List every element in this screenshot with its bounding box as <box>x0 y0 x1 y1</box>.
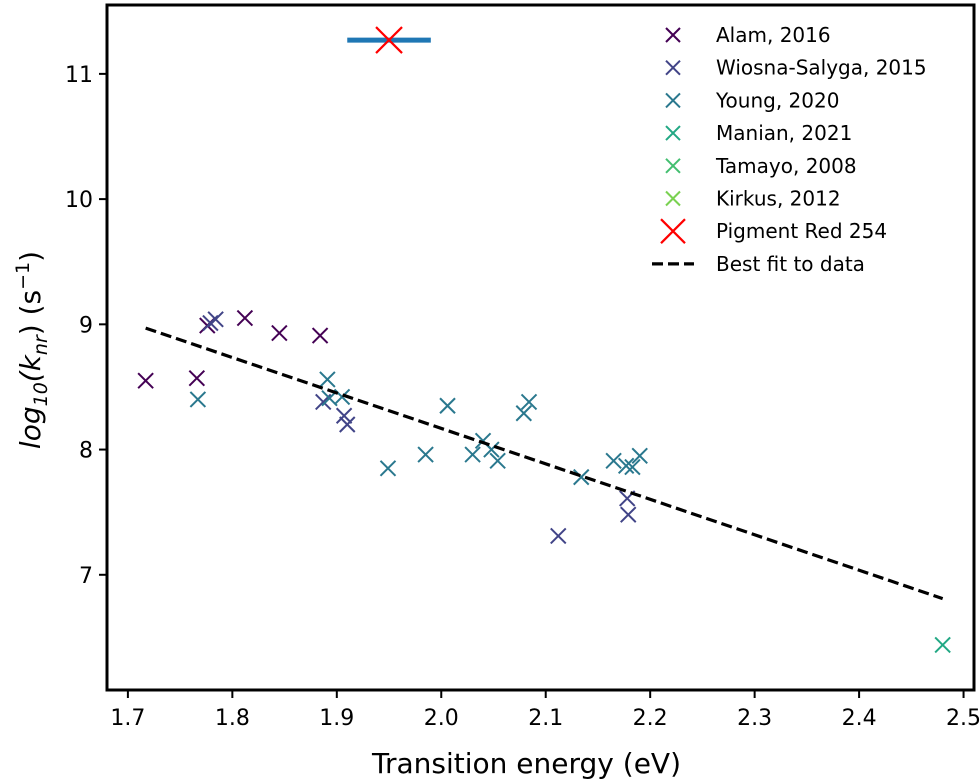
legend-marker <box>660 218 686 244</box>
x-tick-label: 2.3 <box>737 706 772 731</box>
point-2-1 <box>319 371 336 388</box>
legend-label: Kirkus, 2012 <box>716 187 841 211</box>
y-tick-label: 7 <box>79 564 93 589</box>
point-2-10 <box>489 452 506 470</box>
legend-marker <box>665 92 681 109</box>
legend-label: Tamayo, 2008 <box>715 154 857 178</box>
point-2-12 <box>520 393 538 411</box>
x-axis-label: Transition energy (eV) <box>371 747 681 780</box>
y-tick-label: 9 <box>79 313 93 338</box>
point-6-0 <box>375 26 403 54</box>
plot-frame <box>105 3 976 692</box>
legend-label: Best fit to data <box>716 252 865 276</box>
point-0-0 <box>137 372 154 389</box>
legend-label: Wiosna-Salyga, 2015 <box>716 56 927 80</box>
legend-item-6: Pigment Red 254 <box>660 218 887 244</box>
x-tick-label: 1.9 <box>319 706 354 731</box>
legend: Alam, 2016 Wiosna-Salyga, 2015 Young, 2020… <box>652 23 927 276</box>
point-2-4 <box>379 460 397 477</box>
point-3-0 <box>934 636 951 654</box>
x-tick-label: 2.1 <box>528 706 563 731</box>
legend-marker <box>665 125 681 141</box>
legend-item-2: Young, 2020 <box>665 88 839 112</box>
best-fit-line <box>145 326 944 601</box>
y-tick-label: 10 <box>65 188 93 213</box>
x-tick-label: 2.4 <box>842 706 877 731</box>
legend-label: Pigment Red 254 <box>716 219 887 243</box>
legend-marker <box>665 59 681 76</box>
legend-item-7: Best fit to data <box>652 252 865 276</box>
x-tick-label: 2.2 <box>633 706 668 731</box>
legend-label: Young, 2020 <box>715 88 839 112</box>
point-0-5 <box>311 327 329 344</box>
point-2-15 <box>617 457 635 475</box>
point-0-1 <box>188 369 206 387</box>
point-2-13 <box>573 468 590 486</box>
point-2-0 <box>189 391 207 408</box>
point-1-3 <box>335 407 353 424</box>
point-2-6 <box>439 397 456 414</box>
legend-item-4: Tamayo, 2008 <box>665 154 857 178</box>
y-tick-label: 8 <box>79 439 93 464</box>
legend-item-3: Manian, 2021 <box>665 121 852 145</box>
legend-marker <box>665 158 681 174</box>
point-2-5 <box>417 446 434 463</box>
x-tick-label: 2.0 <box>424 706 459 731</box>
legend-marker <box>665 190 681 207</box>
point-1-4 <box>339 416 356 433</box>
point-2-16 <box>624 458 641 476</box>
point-1-1 <box>207 311 224 328</box>
point-2-11 <box>515 405 532 422</box>
point-0-3 <box>236 309 254 327</box>
point-2-7 <box>464 446 481 463</box>
point-0-4 <box>271 324 288 342</box>
legend-label: Alam, 2016 <box>716 23 831 47</box>
x-tick-label: 2.5 <box>946 706 980 731</box>
legend-item-1: Wiosna-Salyga, 2015 <box>665 56 927 80</box>
x-tick-label: 1.7 <box>110 706 145 731</box>
x-tick-label: 1.8 <box>215 706 250 731</box>
point-1-7 <box>620 506 637 523</box>
y-tick-label: 11 <box>65 63 93 88</box>
point-2-17 <box>631 447 648 465</box>
legend-item-0: Alam, 2016 <box>665 23 831 47</box>
chart-axes: 1.7 1.8 1.9 2.0 2.1 2.2 2.3 2.4 2.5 7 8 9 10 11 Transi… <box>12 3 980 780</box>
point-1-5 <box>550 527 567 545</box>
y-axis-label: log10(knr) (s−1) <box>12 251 52 449</box>
legend-item-5: Kirkus, 2012 <box>665 187 841 211</box>
point-2-14 <box>605 452 622 470</box>
legend-marker <box>665 27 681 43</box>
chart-marks <box>137 26 951 654</box>
legend-label: Manian, 2021 <box>716 121 852 145</box>
